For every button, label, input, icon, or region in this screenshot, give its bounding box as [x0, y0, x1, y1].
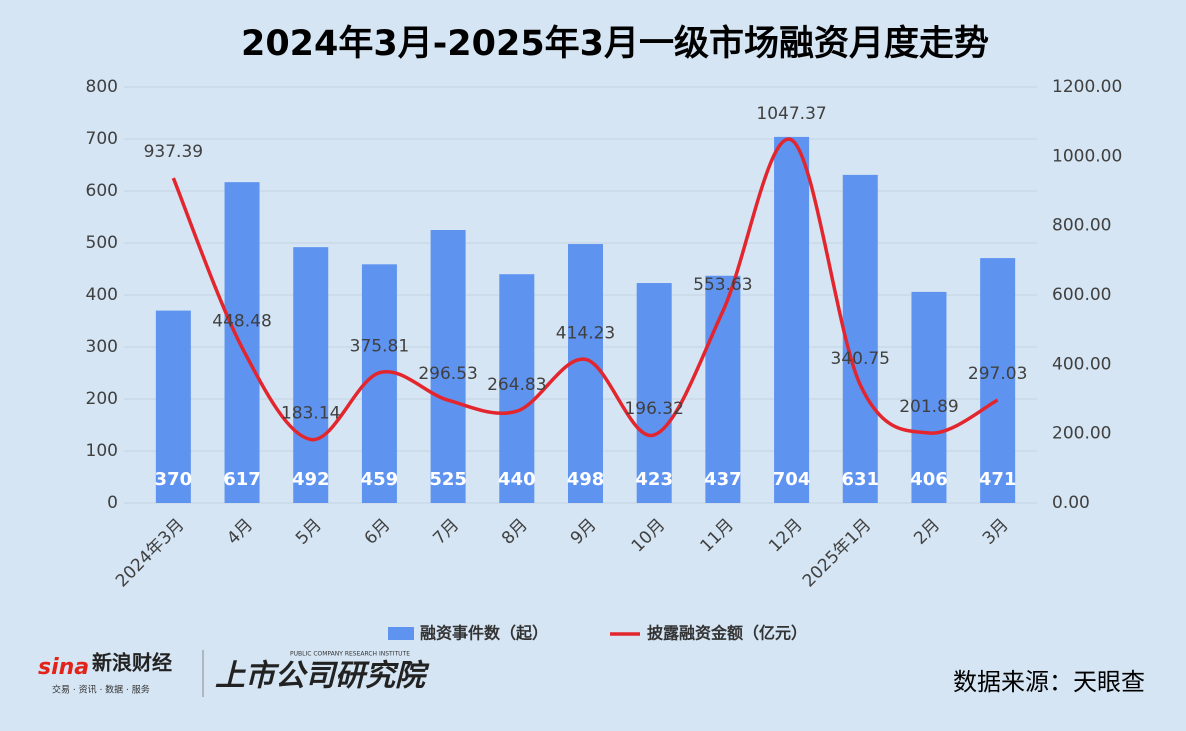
- x-tick-label: 7月: [429, 515, 463, 549]
- source: 数据来源：天眼查: [953, 668, 1145, 696]
- bar-value-label: 459: [361, 469, 399, 490]
- x-tick-label: 11月: [696, 515, 737, 556]
- x-tick-label: 8月: [498, 515, 532, 549]
- line-value-label: 553.63: [693, 275, 752, 295]
- chart-title: 2024年3月-2025年3月一级市场融资月度走势: [241, 24, 989, 64]
- y2-tick-label: 600.00: [1052, 285, 1111, 305]
- y-tick-label: 100: [86, 441, 118, 461]
- institute: 上市公司研究院: [215, 659, 430, 694]
- bar-value-label: 423: [635, 469, 673, 490]
- bar: [980, 258, 1016, 503]
- y-tick-label: 500: [86, 233, 118, 253]
- bar-value-label: 498: [567, 469, 605, 490]
- x-tick-label: 9月: [567, 515, 601, 549]
- line-value-label: 201.89: [899, 397, 958, 417]
- x-tick-label: 10月: [628, 515, 669, 556]
- sina-logo: sina: [38, 655, 89, 680]
- y-tick-label: 0: [107, 493, 118, 513]
- bar-value-label: 406: [910, 469, 948, 490]
- y-tick-label: 300: [86, 337, 118, 357]
- bar: [361, 264, 397, 503]
- line-value-label: 264.83: [487, 375, 546, 395]
- bar: [568, 244, 603, 504]
- y2-tick-label: 1000.00: [1052, 146, 1122, 166]
- line-value-label: 375.81: [350, 337, 409, 357]
- y-tick-label: 200: [86, 389, 118, 409]
- y-tick-label: 400: [86, 285, 118, 305]
- y-tick-label: 800: [86, 77, 118, 97]
- y2-tick-label: 800.00: [1052, 216, 1111, 236]
- x-tick-label: 3月: [979, 515, 1013, 549]
- bar-value-label: 370: [155, 469, 193, 490]
- y2-tick-label: 400.00: [1052, 354, 1111, 374]
- bar: [774, 136, 810, 504]
- line-value-label: 937.39: [144, 142, 203, 162]
- x-tick-label: 2024年3月: [112, 515, 188, 591]
- bar: [224, 182, 260, 503]
- bar: [636, 283, 672, 503]
- line-value-label: 414.23: [556, 323, 615, 343]
- legend-label: 融资事件数（起）: [420, 624, 548, 643]
- x-tick-label: 2025年1月: [799, 515, 875, 591]
- bar: [842, 174, 878, 503]
- y-tick-label: 600: [86, 181, 118, 201]
- line-value-label: 183.14: [281, 404, 340, 424]
- line-value-label: 297.03: [968, 364, 1027, 384]
- y2-tick-label: 0.00: [1052, 493, 1090, 513]
- bar-value-label: 704: [773, 469, 811, 490]
- legend-swatch: [388, 627, 414, 640]
- bar-value-label: 525: [429, 469, 467, 490]
- line-value-label: 196.32: [624, 399, 683, 419]
- institute-en: PUBLIC COMPANY RESEARCH INSTITUTE: [290, 651, 410, 658]
- x-tick-label: 12月: [765, 515, 806, 556]
- bar-value-label: 471: [979, 469, 1017, 490]
- line: [171, 137, 999, 442]
- line-value-label: 296.53: [418, 364, 477, 384]
- footer: sina 新浪财经 交易 · 资讯 · 数据 · 服务 PUBLIC COMPA…: [38, 650, 1145, 697]
- legend-label: 披露融资金额（亿元）: [647, 624, 807, 643]
- bar-value-label: 492: [292, 469, 330, 490]
- bar-value-label: 437: [704, 469, 742, 490]
- x-tick-label: 2月: [910, 515, 944, 549]
- brand: 新浪财经: [92, 651, 172, 675]
- x-tick-label: 4月: [223, 515, 257, 549]
- line-value-label: 1047.37: [756, 104, 826, 124]
- bar: [911, 291, 947, 503]
- bar-value-label: 617: [223, 469, 261, 490]
- brand-sub: 交易 · 资讯 · 数据 · 服务: [52, 684, 150, 696]
- y2-tick-label: 200.00: [1052, 424, 1111, 444]
- line-value-label: 448.48: [212, 312, 271, 332]
- y-tick-label: 700: [86, 129, 118, 149]
- x-tick-label: 5月: [292, 515, 326, 549]
- bar: [293, 247, 329, 503]
- bar: [155, 310, 191, 503]
- bar: [430, 230, 466, 503]
- line-value-label: 340.75: [831, 349, 890, 369]
- bar-value-label: 631: [841, 469, 879, 490]
- y2-tick-label: 1200.00: [1052, 77, 1122, 97]
- bar: [499, 274, 535, 503]
- x-tick-label: 6月: [361, 515, 395, 549]
- bar-value-label: 440: [498, 469, 536, 490]
